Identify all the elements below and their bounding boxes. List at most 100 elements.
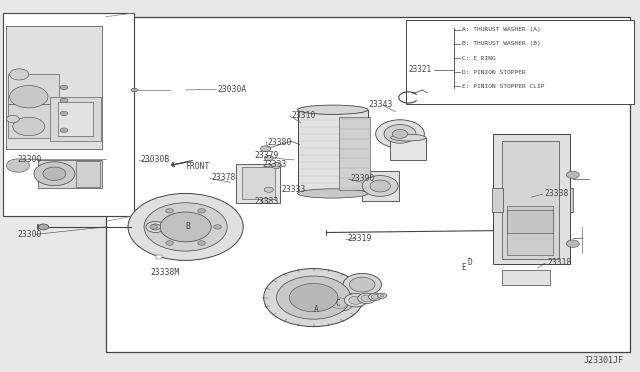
FancyBboxPatch shape [570,188,573,212]
FancyBboxPatch shape [3,13,134,216]
FancyBboxPatch shape [493,134,570,264]
Text: 23338: 23338 [544,189,568,198]
Circle shape [384,125,416,143]
Circle shape [60,98,68,103]
Circle shape [325,295,353,311]
Circle shape [349,296,363,304]
Text: C: C [336,299,341,308]
Circle shape [271,163,282,169]
Text: J23301JF: J23301JF [584,356,624,365]
Circle shape [380,295,384,297]
Text: 23030A: 23030A [218,85,247,94]
Circle shape [146,221,165,232]
Circle shape [160,212,211,242]
Circle shape [166,241,173,245]
Text: 23343: 23343 [368,100,392,109]
Text: E: E [461,263,466,272]
Circle shape [144,203,227,251]
Circle shape [344,294,367,307]
Text: C: E RING: C: E RING [462,55,496,61]
FancyBboxPatch shape [58,102,93,136]
Circle shape [361,295,372,302]
Circle shape [358,293,376,304]
Ellipse shape [298,189,368,198]
FancyBboxPatch shape [502,270,550,285]
Circle shape [330,298,348,308]
Text: 23379: 23379 [255,151,279,160]
Circle shape [60,111,68,116]
FancyBboxPatch shape [406,20,634,104]
Circle shape [349,277,375,292]
Text: D: D [467,258,472,267]
FancyBboxPatch shape [507,206,553,255]
Circle shape [343,273,381,296]
FancyBboxPatch shape [502,141,559,259]
Text: A: A [314,305,319,314]
Circle shape [128,193,243,260]
FancyBboxPatch shape [6,26,102,149]
Text: 23319: 23319 [348,234,372,243]
Circle shape [13,117,45,136]
Text: FRONT: FRONT [186,162,210,171]
Circle shape [566,240,579,247]
Circle shape [150,224,161,230]
Text: 23030B: 23030B [141,155,170,164]
Text: B: B [186,222,191,231]
Text: 23333: 23333 [255,198,279,206]
Text: 23300: 23300 [17,230,42,239]
FancyBboxPatch shape [390,138,426,160]
Circle shape [264,269,364,327]
Circle shape [198,241,205,245]
Circle shape [166,209,173,213]
Text: 23333: 23333 [282,185,306,194]
Circle shape [566,171,579,179]
Text: 23321: 23321 [408,65,431,74]
FancyBboxPatch shape [236,164,280,203]
Ellipse shape [298,105,368,115]
Circle shape [371,295,379,299]
Circle shape [260,146,271,152]
Text: 23310: 23310 [291,111,316,120]
Circle shape [214,225,221,229]
FancyBboxPatch shape [242,167,275,199]
FancyBboxPatch shape [50,97,101,141]
FancyBboxPatch shape [362,171,399,201]
Text: D: PINION STOPPER: D: PINION STOPPER [462,70,526,75]
Text: 23338M: 23338M [150,268,180,277]
Circle shape [10,69,29,80]
Text: 23300: 23300 [17,155,42,164]
Text: B: THURUST WASHER (B): B: THURUST WASHER (B) [462,41,541,46]
Circle shape [261,198,270,203]
FancyBboxPatch shape [76,161,100,187]
Ellipse shape [390,134,426,141]
FancyBboxPatch shape [38,160,102,188]
FancyBboxPatch shape [298,110,368,193]
Text: 23390: 23390 [351,174,375,183]
Circle shape [6,159,29,172]
Circle shape [289,283,338,312]
FancyBboxPatch shape [106,17,630,352]
Text: A: THURUST WASHER (A): A: THURUST WASHER (A) [462,27,541,32]
Circle shape [198,209,205,213]
Circle shape [370,180,390,192]
Text: E: PINION STOPPER CLIP: E: PINION STOPPER CLIP [462,84,545,89]
Circle shape [34,162,75,186]
Text: 23333: 23333 [262,160,287,169]
Text: 23318: 23318 [547,258,572,267]
Circle shape [131,88,138,92]
Circle shape [376,120,424,148]
Circle shape [369,293,381,301]
Circle shape [6,115,19,123]
Circle shape [43,167,66,180]
Circle shape [60,128,68,132]
Circle shape [264,155,273,161]
Circle shape [276,276,351,319]
Circle shape [378,293,387,298]
Circle shape [362,176,398,196]
FancyBboxPatch shape [339,117,370,190]
FancyBboxPatch shape [156,255,162,259]
Circle shape [264,187,273,192]
FancyBboxPatch shape [8,74,59,104]
Circle shape [392,129,408,138]
Text: 23380: 23380 [268,138,292,147]
